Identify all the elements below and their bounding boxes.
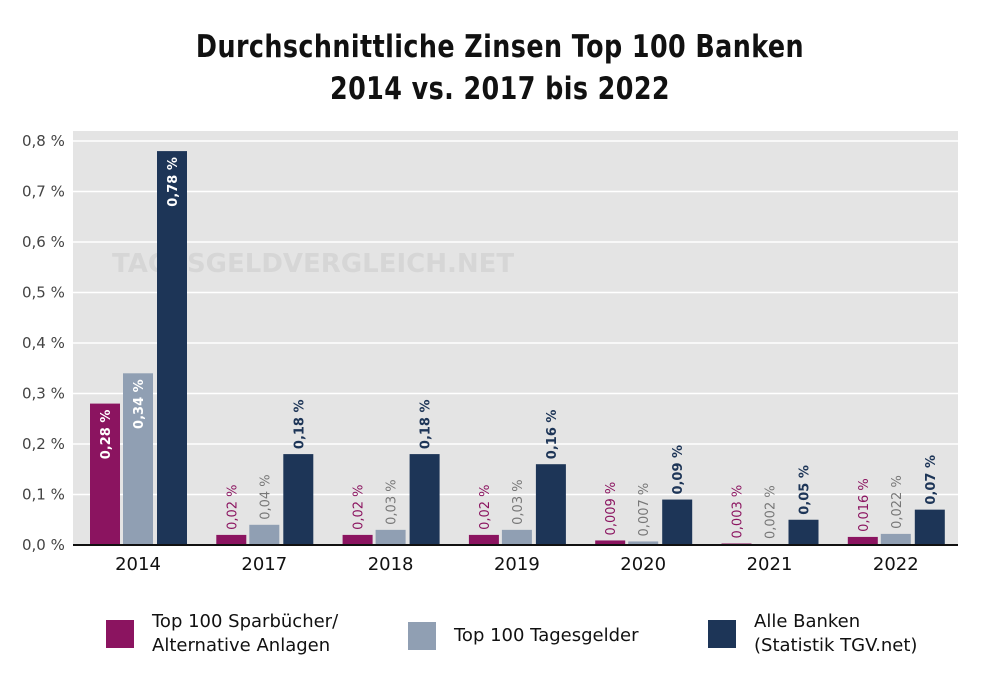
chart-title: Durchschnittliche Zinsen Top 100 Banken … (90, 26, 910, 110)
data-label: 0,28 % (99, 410, 114, 460)
data-label: 0,016 % (857, 478, 872, 532)
bar-2017-series-1 (249, 524, 280, 545)
y-tick-label: 0,2 % (22, 435, 65, 453)
data-label: 0,02 % (225, 484, 240, 529)
legend-item-sparbuecher: Top 100 Sparbücher/Alternative Anlagen (106, 610, 338, 658)
bar-2019-series-1 (501, 529, 532, 545)
legend-swatch (106, 620, 134, 648)
y-tick-label: 0,1 % (22, 486, 65, 504)
data-label: 0,007 % (637, 483, 652, 537)
legend-swatch (708, 620, 736, 648)
x-tick-label: 2020 (620, 554, 666, 575)
data-label: 0,18 % (292, 399, 307, 449)
bar-2020-series-2 (662, 499, 693, 545)
bar-2014-series-1 (123, 373, 153, 545)
bar-2019-series-0 (468, 534, 499, 545)
title-line-2: 2014 vs. 2017 bis 2022 (329, 71, 671, 107)
data-label: 0,022 % (890, 475, 905, 529)
y-tick-label: 0,5 % (22, 284, 65, 302)
bar-2018-series-0 (342, 534, 373, 545)
data-label: 0,78 % (166, 157, 181, 207)
legend-swatch (408, 622, 436, 650)
data-label: 0,05 % (798, 465, 813, 515)
bar-2014-series-2 (157, 151, 187, 545)
x-tick-label: 2017 (241, 554, 287, 575)
bar-2022-series-0 (847, 536, 878, 545)
legend-label: Top 100 Tagesgelder (454, 625, 639, 646)
y-tick-label: 0,7 % (22, 183, 65, 201)
plot-background (73, 131, 958, 545)
bar-2018-series-1 (375, 529, 406, 545)
data-label: 0,009 % (604, 482, 619, 536)
x-tick-label: 2019 (494, 554, 540, 575)
bar-2017-series-2 (283, 454, 314, 545)
legend-label: (Statistik TGV.net) (754, 635, 918, 656)
bar-2022-series-2 (914, 509, 945, 545)
legend-label: Alternative Anlagen (152, 635, 331, 656)
data-label: 0,02 % (352, 484, 367, 529)
data-label: 0,03 % (385, 479, 400, 524)
x-tick-label: 2021 (747, 554, 793, 575)
data-label: 0,03 % (511, 479, 526, 524)
y-tick-label: 0,8 % (22, 132, 65, 150)
legend-item-alle-banken: Alle Banken (Statistik TGV.net) (708, 610, 917, 658)
x-tick-label: 2018 (368, 554, 414, 575)
data-label: 0,09 % (671, 445, 686, 495)
data-label: 0,002 % (764, 485, 779, 539)
data-label: 0,07 % (924, 455, 939, 505)
x-tick-label: 2014 (115, 554, 161, 575)
bar-2019-series-2 (535, 464, 566, 545)
x-tick-label: 2022 (873, 554, 919, 575)
data-label: 0,04 % (258, 474, 273, 519)
bar-2017-series-0 (216, 534, 247, 545)
bar-2014-series-0 (90, 403, 120, 545)
data-label: 0,18 % (419, 399, 434, 449)
y-tick-label: 0,0 % (22, 536, 65, 554)
y-tick-label: 0,3 % (22, 385, 65, 403)
legend-item-tagesgelder: Top 100 Tagesgelder (408, 622, 639, 650)
y-tick-label: 0,4 % (22, 334, 65, 352)
bar-2021-series-2 (788, 519, 819, 545)
data-label: 0,003 % (731, 485, 746, 539)
bar-2018-series-2 (409, 454, 440, 545)
y-tick-label: 0,6 % (22, 233, 65, 251)
bar-2020-series-1 (628, 541, 659, 545)
bar-2022-series-1 (880, 533, 911, 545)
legend-label: Alle Banken (754, 611, 861, 632)
data-label: 0,16 % (545, 410, 560, 460)
data-label: 0,34 % (132, 379, 147, 429)
title-line-1: Durchschnittliche Zinsen Top 100 Banken (195, 29, 805, 65)
bar-2020-series-0 (595, 540, 626, 545)
legend-label: Top 100 Sparbücher/ (152, 611, 339, 632)
data-label: 0,02 % (478, 484, 493, 529)
